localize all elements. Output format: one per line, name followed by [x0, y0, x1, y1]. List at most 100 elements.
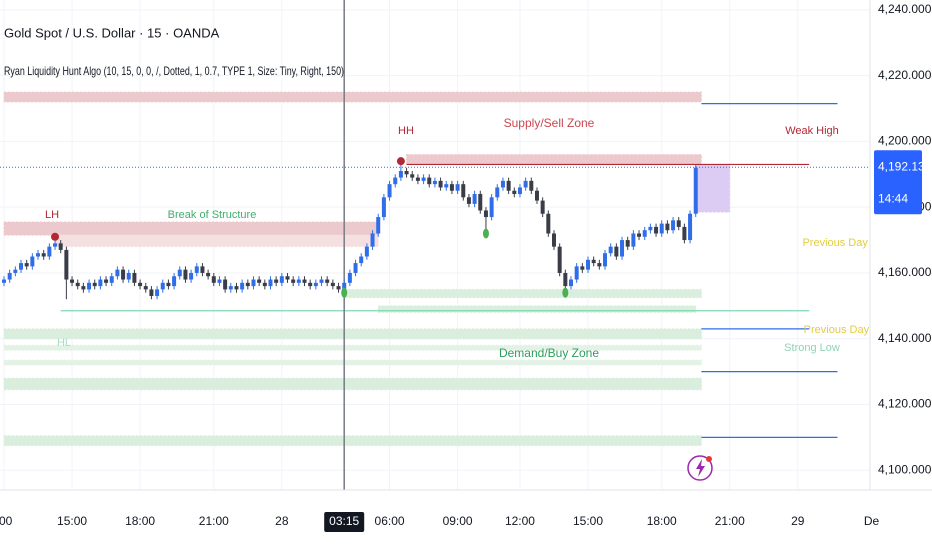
alert-dot — [706, 456, 712, 462]
y-tick-label: 4,240.000 — [878, 2, 932, 16]
alert-icon[interactable] — [687, 455, 713, 481]
candle-body — [75, 282, 80, 287]
candle-body — [580, 266, 585, 270]
candle-body — [336, 286, 341, 290]
candle-body — [53, 243, 58, 247]
candle-body — [648, 226, 653, 231]
x-tick-label: 12:00 — [505, 514, 535, 528]
zone — [3, 359, 702, 366]
candle-body — [13, 269, 18, 273]
symbol-title: Gold Spot / U.S. Dollar · 15 · OANDA — [4, 25, 220, 40]
candle-body — [342, 282, 347, 290]
candle-body — [620, 240, 625, 257]
candle-body — [325, 279, 330, 283]
candle-body — [58, 243, 63, 250]
candle-body — [132, 272, 137, 283]
y-tick-label: 4,100.000 — [878, 462, 932, 476]
candle-body — [478, 194, 483, 211]
candle-body — [591, 259, 596, 264]
candle-body — [517, 187, 522, 195]
candle-body — [285, 276, 290, 280]
candle-body — [319, 279, 324, 283]
last-price-box — [874, 150, 922, 215]
pivot-low — [562, 287, 569, 298]
candle-body — [404, 171, 409, 175]
candle-body — [245, 282, 250, 287]
candle-body — [370, 233, 375, 247]
last-price-label: 4,192.135 — [878, 159, 932, 173]
candle-body — [659, 223, 664, 234]
candle-body — [523, 180, 528, 188]
candle-body — [449, 184, 454, 191]
candle-body — [7, 272, 12, 280]
candle-body — [274, 279, 279, 283]
candle-body — [603, 253, 608, 267]
candle-body — [415, 177, 420, 181]
x-tick-label: 29 — [791, 514, 805, 528]
alert-bolt — [696, 459, 705, 477]
crosshair-label-bg — [324, 512, 365, 532]
zone — [343, 288, 702, 299]
zone — [3, 435, 702, 447]
x-tick-label: 09:00 — [443, 514, 473, 528]
candle-body — [177, 269, 182, 277]
x-tick-label: 18:00 — [647, 514, 677, 528]
x-tick-label: 21:00 — [715, 514, 745, 528]
annotation: HH — [398, 125, 414, 137]
candle-body — [87, 282, 92, 290]
pivot-high — [51, 232, 60, 241]
annotation: Weak High — [785, 125, 839, 137]
indicator-title: Ryan Liquidity Hunt Algo (10, 15, 0, 0, … — [4, 64, 344, 78]
candle-body — [81, 286, 86, 290]
candle-body — [2, 279, 6, 283]
candle-body — [631, 233, 636, 247]
candle-body — [36, 253, 41, 257]
candle-body — [376, 217, 381, 234]
candle-body — [569, 279, 573, 287]
candle-body — [614, 246, 619, 257]
candle-body — [194, 266, 199, 273]
x-tick-label: 15:00 — [573, 514, 603, 528]
candle-body — [455, 184, 460, 191]
candle-body — [489, 197, 494, 218]
candle-body — [642, 230, 647, 237]
candle-body — [223, 279, 228, 290]
y-tick-label: 4,140.000 — [878, 331, 932, 345]
price-axis-bg — [870, 0, 932, 490]
candle-body — [364, 246, 369, 257]
candle-body — [671, 220, 676, 231]
countdown: 14:44 — [878, 191, 908, 205]
candle-body — [444, 184, 449, 188]
candle-body — [608, 246, 613, 254]
candle-body — [512, 190, 517, 195]
candle-body — [200, 266, 205, 273]
y-tick-label: 4,200.000 — [878, 134, 932, 148]
pivot-low — [482, 228, 489, 239]
candle-body — [597, 263, 602, 267]
candle-body — [410, 174, 415, 178]
candle-body — [461, 184, 466, 198]
candle-body — [41, 253, 46, 257]
zone — [377, 305, 697, 313]
candle-body — [189, 272, 194, 280]
candle-body — [665, 223, 670, 231]
candle-body — [546, 213, 551, 234]
candle-body — [534, 190, 539, 201]
candle-body — [427, 177, 432, 185]
annotation: HL — [57, 337, 71, 349]
annotation: LH — [45, 209, 59, 221]
candle-body — [70, 279, 75, 283]
candle-body — [347, 272, 352, 283]
candle-body — [557, 246, 562, 273]
zone — [3, 221, 379, 236]
candle-body — [693, 167, 698, 214]
candle-body — [296, 279, 301, 283]
candle-body — [688, 213, 693, 241]
x-tick-label: 21:00 — [199, 514, 229, 528]
zone — [3, 377, 702, 391]
x-tick-label: 28 — [275, 514, 289, 528]
annotation: Strong Low — [784, 342, 840, 354]
candle-body — [586, 259, 591, 270]
